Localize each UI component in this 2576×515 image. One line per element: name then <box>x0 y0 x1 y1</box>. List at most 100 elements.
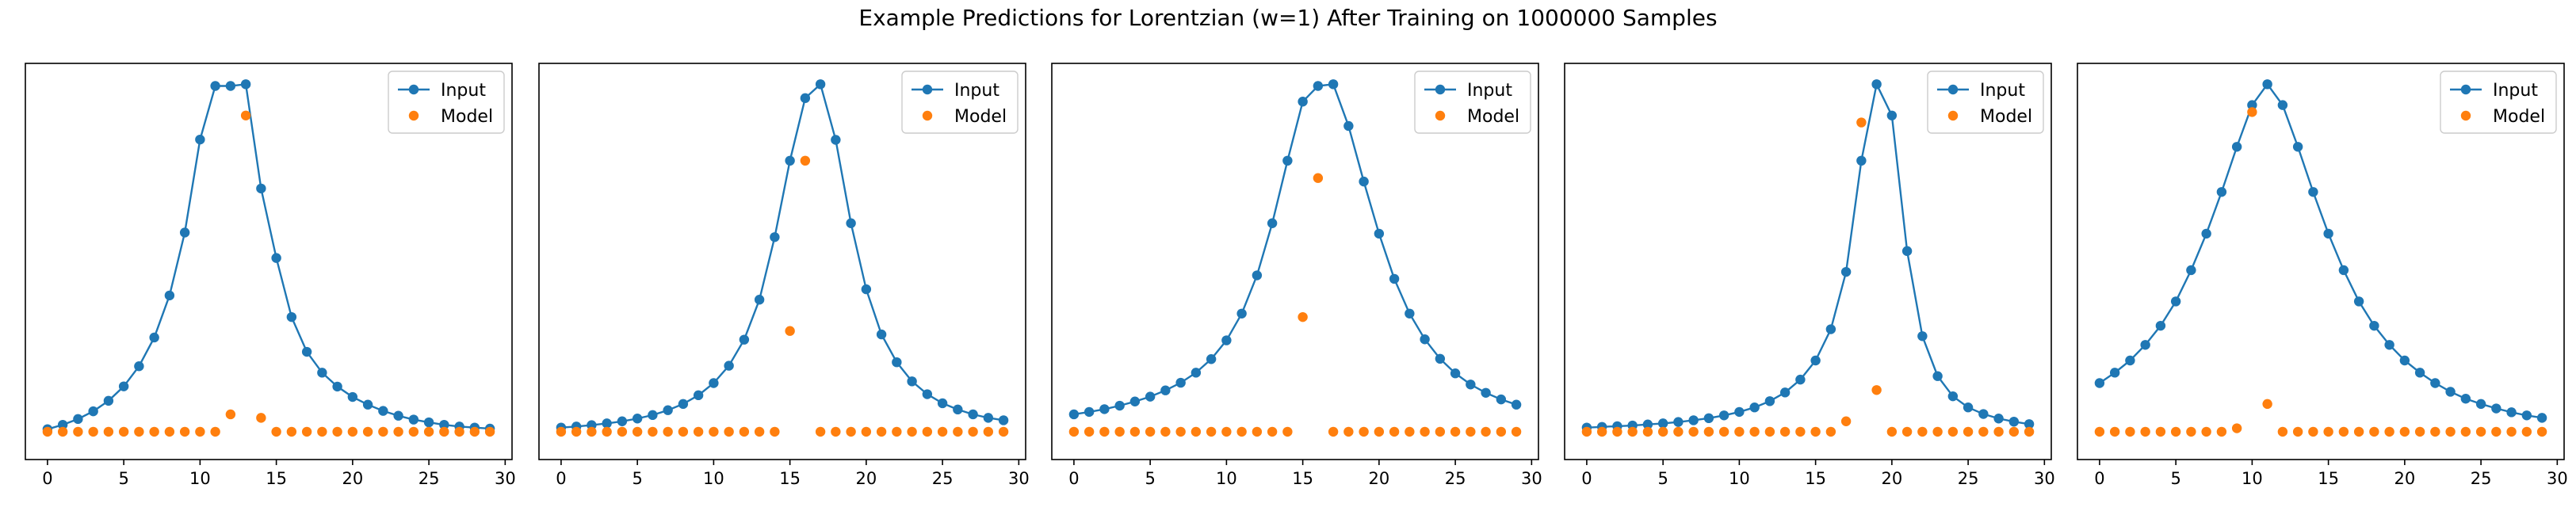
input-point <box>1328 79 1339 90</box>
model-point <box>103 426 114 437</box>
model-point <box>2247 107 2257 117</box>
input-point <box>1374 228 1385 239</box>
model-point <box>1282 426 1293 437</box>
input-point <box>1825 324 1836 334</box>
series-model <box>556 155 1009 437</box>
input-point <box>1932 371 1943 381</box>
model-point <box>2506 426 2517 437</box>
model-point <box>57 426 68 437</box>
model-point <box>1688 426 1699 437</box>
input-point <box>2277 100 2288 110</box>
input-point <box>2475 399 2486 410</box>
x-tick-label: 15 <box>1805 469 1826 488</box>
model-point <box>800 155 811 166</box>
model-point <box>2521 426 2532 437</box>
input-point <box>724 360 734 371</box>
model-point <box>1496 426 1507 437</box>
input-point <box>1978 409 1989 419</box>
figure-title: Example Predictions for Lorentzian (w=1)… <box>858 5 1718 31</box>
input-point <box>1703 413 1714 424</box>
model-point <box>1313 173 1324 183</box>
x-tick-label: 15 <box>1292 469 1313 488</box>
x-tick-label: 25 <box>2471 469 2492 488</box>
model-point <box>2353 426 2364 437</box>
input-point <box>2445 387 2456 397</box>
input-point <box>256 183 266 194</box>
model-point <box>831 426 841 437</box>
model-point <box>439 426 449 437</box>
input-point <box>1252 270 1263 280</box>
model-point <box>2186 426 2196 437</box>
model-point <box>739 426 750 437</box>
input-point <box>1764 396 1775 406</box>
x-tick-label: 15 <box>779 469 801 488</box>
input-point <box>846 218 856 228</box>
legend: Input Model <box>2440 71 2557 134</box>
model-point <box>1084 426 1095 437</box>
legend-input-label: Input <box>954 81 999 101</box>
input-point <box>1145 391 1156 402</box>
model-point <box>73 426 83 437</box>
model-point <box>2125 426 2135 437</box>
input-point <box>1114 400 1125 411</box>
legend-input-marker <box>2460 84 2471 95</box>
model-point <box>1068 426 1080 437</box>
input-point <box>240 79 251 90</box>
input-point <box>423 417 434 428</box>
model-point <box>1267 426 1278 437</box>
model-point <box>469 426 480 437</box>
input-point <box>134 361 144 372</box>
model-point <box>1795 426 1806 437</box>
input-point <box>2414 368 2425 378</box>
model-point <box>1252 426 1263 437</box>
input-point <box>1947 391 1959 402</box>
model-point <box>892 426 902 437</box>
input-point <box>739 334 750 345</box>
x-tick-label: 30 <box>1521 469 1542 488</box>
subplot-3: 0 5 10 15 20 25 30 Input Model <box>1051 63 1542 488</box>
input-point <box>2384 340 2394 350</box>
model-point <box>1099 426 1110 437</box>
series-model <box>2094 107 2547 437</box>
series-input <box>556 79 1009 433</box>
model-point <box>2094 426 2105 437</box>
input-point <box>1642 419 1653 429</box>
model-point <box>632 426 643 437</box>
input-point <box>57 419 68 430</box>
input-point <box>770 232 780 242</box>
model-point <box>2399 426 2410 437</box>
x-tick-label: 20 <box>1881 469 1902 488</box>
model-point <box>754 426 765 437</box>
model-point <box>876 426 887 437</box>
model-point <box>1871 385 1882 395</box>
model-point <box>1450 426 1461 437</box>
series-model <box>1581 117 2035 437</box>
model-point <box>648 426 658 437</box>
input-point <box>2353 296 2364 307</box>
model-point <box>2338 426 2349 437</box>
legend-model-label: Model <box>954 107 1007 127</box>
input-point <box>271 253 281 263</box>
subplot-1: 0 5 10 15 20 25 30 Input Model <box>25 63 516 488</box>
x-tick-label: 10 <box>189 469 211 488</box>
x-tick-label: 5 <box>1657 469 1668 488</box>
model-point <box>301 426 312 437</box>
model-point <box>1191 426 1202 437</box>
input-point <box>1405 308 1415 319</box>
model-point <box>2140 426 2150 437</box>
model-point <box>2491 426 2501 437</box>
input-point <box>2024 419 2035 429</box>
model-point <box>134 426 144 437</box>
input-point <box>831 135 841 145</box>
model-point <box>2155 426 2166 437</box>
model-point <box>983 426 994 437</box>
input-point <box>332 381 342 392</box>
model-point <box>2109 426 2120 437</box>
input-point <box>1084 406 1095 418</box>
input-point <box>439 419 449 430</box>
model-point <box>286 426 297 437</box>
model-point <box>709 426 719 437</box>
model-point <box>953 426 963 437</box>
input-point <box>2308 187 2318 197</box>
x-tick-label: 20 <box>1368 469 1389 488</box>
